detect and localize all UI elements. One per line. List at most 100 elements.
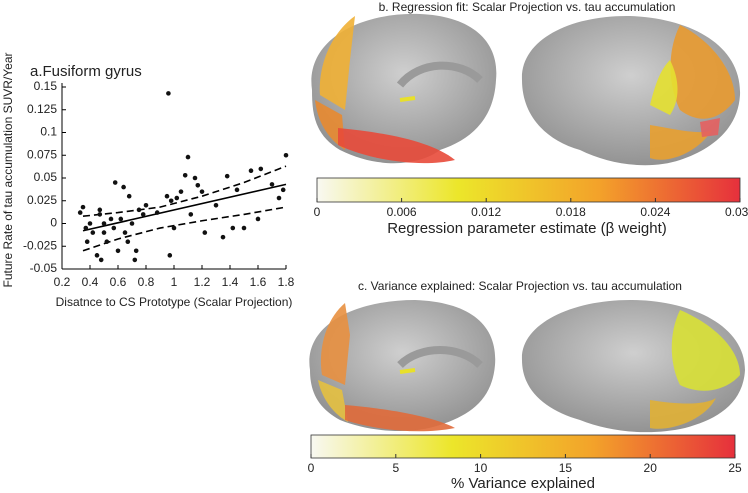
y-tick-label: -0.025 — [23, 238, 57, 252]
colorbar-tick-label: 5 — [392, 461, 399, 475]
panel-title: c. Variance explained: Scalar Projection… — [358, 279, 682, 293]
fit-line — [82, 183, 287, 232]
scatter-point — [83, 225, 89, 231]
scatter-point — [140, 212, 146, 217]
scatter-point — [195, 182, 201, 188]
scatter-point — [101, 230, 107, 235]
scatter-point — [115, 248, 121, 254]
scatter-point — [111, 225, 117, 231]
scatter-point — [192, 175, 198, 181]
brain-medial-top — [311, 13, 497, 164]
scatter-point — [80, 204, 86, 210]
colorbar-tick-label: 0.024 — [640, 205, 670, 219]
scatter-point — [220, 234, 226, 240]
x-tick-label: 0.2 — [54, 275, 71, 289]
colorbar-tick-label: 10 — [474, 461, 488, 475]
scatter-point — [213, 203, 219, 208]
scatter-point — [258, 166, 264, 172]
colorbar-label: % Variance explained — [451, 475, 595, 492]
ci-lower-line — [82, 206, 287, 252]
y-tick-label: 0.075 — [27, 147, 57, 161]
scatter-point — [188, 212, 194, 217]
brain-lateral-top — [521, 15, 741, 166]
y-tick-label: 0.025 — [27, 193, 57, 207]
scatter-point — [84, 239, 90, 244]
scatter-point — [283, 152, 289, 158]
y-tick-label: 0.125 — [27, 102, 57, 116]
colorbar — [316, 177, 741, 203]
x-tick-label: 1.6 — [250, 275, 267, 289]
scatter-point — [97, 207, 103, 213]
colorbar-tick-label: 0.012 — [471, 205, 501, 219]
panel-title: b. Regression fit: Scalar Projection vs.… — [379, 0, 676, 14]
scatter-point — [122, 230, 128, 235]
y-tick-label: -0.05 — [30, 261, 58, 275]
colorbar — [310, 434, 736, 459]
scatter-point — [98, 257, 104, 263]
x-tick-label: 0.4 — [82, 275, 99, 289]
scatter-point — [185, 154, 191, 160]
scatter-point — [168, 198, 174, 204]
x-tick-label: 1.2 — [194, 275, 211, 289]
colorbar-tick-label: 0.030 — [725, 205, 748, 219]
scatter-point — [255, 216, 261, 222]
colorbar-tick-label: 0.018 — [556, 205, 586, 219]
scatter-point — [133, 248, 139, 254]
scatter-point — [199, 189, 205, 194]
scatter-point — [280, 187, 286, 193]
x-tick-label: 0.6 — [110, 275, 127, 289]
x-tick-label: 1.8 — [278, 275, 295, 289]
scatter-point — [174, 195, 180, 201]
scatter-point — [166, 91, 171, 96]
colorbar-tick-label: 25 — [728, 461, 742, 475]
colorbar-tick-label: 20 — [644, 461, 658, 475]
scatter-point — [143, 203, 149, 208]
colorbar-tick-label: 0 — [308, 461, 315, 475]
y-tick-label: 0 — [50, 216, 57, 230]
brain-medial-bottom — [309, 300, 496, 432]
scatter-point — [125, 239, 131, 244]
y-tick-label: 0.05 — [34, 170, 58, 184]
scatter-point — [224, 173, 230, 179]
scatter-point — [108, 216, 114, 222]
colorbar-tick-label: 0.006 — [387, 205, 417, 219]
scatter-point — [171, 225, 177, 231]
scatter-point — [129, 221, 135, 226]
colorbar-label: Regression parameter estimate (β weight) — [387, 220, 667, 237]
scatter-point — [154, 210, 160, 215]
y-axis-label: Future Rate of tau accumulation SUVR/Yea… — [1, 52, 15, 287]
y-tick-label: 0.15 — [34, 79, 58, 93]
scatter-point — [136, 207, 142, 213]
y-tick-label: 0.1 — [40, 125, 57, 139]
scatter-point — [94, 253, 100, 258]
scatter-point — [112, 180, 118, 185]
scatter-point — [178, 189, 184, 194]
chart-title: a.Fusiform gyrus — [30, 63, 142, 80]
scatter-point — [90, 230, 96, 235]
scatter-point — [104, 239, 110, 244]
scatter-point — [230, 225, 236, 231]
x-tick-label: 1 — [171, 275, 178, 289]
brain-lateral-bottom — [521, 300, 745, 433]
scatter-point — [77, 210, 83, 215]
scatter-point — [126, 193, 132, 199]
x-tick-label: 1.4 — [222, 275, 239, 289]
colorbar-tick-label: 15 — [559, 461, 573, 475]
scatter-point — [234, 187, 240, 193]
scatter-point — [202, 230, 208, 235]
scatter-point — [87, 221, 93, 226]
scatter-point — [182, 172, 188, 178]
ci-upper-line — [82, 165, 287, 218]
scatter-point — [248, 168, 254, 174]
scatter-point — [269, 182, 275, 187]
x-axis-label: Disatnce to CS Prototype (Scalar Project… — [56, 295, 293, 309]
scatter-point — [167, 253, 173, 258]
scatter-point — [164, 193, 170, 199]
scatter-point — [241, 225, 247, 231]
scatter-point — [118, 216, 124, 222]
scatter-point — [97, 212, 103, 217]
scatter-point — [101, 221, 107, 226]
x-tick-label: 0.8 — [138, 275, 155, 289]
scatter-point — [276, 195, 282, 201]
